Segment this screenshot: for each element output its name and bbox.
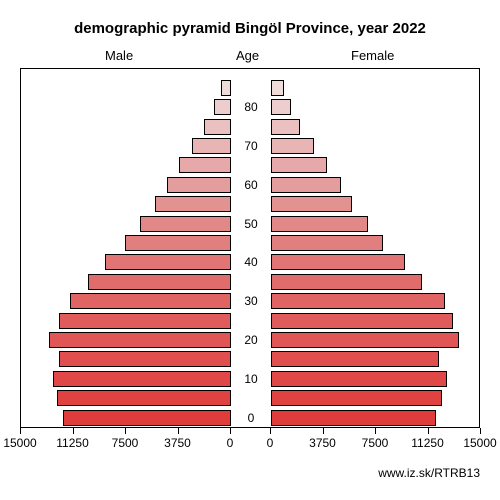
female-bar <box>271 216 368 232</box>
x-tick-label: 0 <box>227 436 234 450</box>
male-bar <box>70 293 231 309</box>
x-tick-label: 3750 <box>309 436 336 450</box>
female-bar <box>271 138 314 154</box>
x-axis: 00375037507500750011250112501500015000 <box>20 428 480 458</box>
male-bar <box>125 235 231 251</box>
female-bar <box>271 254 405 270</box>
source-url: www.iz.sk/RTRB13 <box>378 466 480 480</box>
female-bar <box>271 235 383 251</box>
age-tick-label: 0 <box>231 412 271 424</box>
age-tick-label: 30 <box>231 295 271 307</box>
x-tick <box>73 428 74 434</box>
male-bar <box>105 254 231 270</box>
female-bar <box>271 99 291 115</box>
pyramid-chart: demographic pyramid Bingöl Province, yea… <box>20 20 480 480</box>
age-tick-label: 70 <box>231 140 271 152</box>
female-bar <box>271 390 442 406</box>
female-bar <box>271 371 447 387</box>
x-tick <box>125 428 126 434</box>
x-tick <box>270 428 271 434</box>
female-bar <box>271 119 300 135</box>
age-column-label: Age <box>236 48 259 63</box>
x-tick-label: 7500 <box>112 436 139 450</box>
age-tick-label: 10 <box>231 373 271 385</box>
male-bar <box>214 99 231 115</box>
male-bar <box>59 313 231 329</box>
x-tick <box>178 428 179 434</box>
male-bars <box>21 69 231 427</box>
male-bar <box>192 138 231 154</box>
age-tick-label: 20 <box>231 334 271 346</box>
female-bar <box>271 157 327 173</box>
female-bar <box>271 332 459 348</box>
age-tick-label: 40 <box>231 256 271 268</box>
female-bar <box>271 196 352 212</box>
age-axis: 0 10 20 30 40 50 60 70 80 <box>231 69 271 427</box>
x-tick-label: 15000 <box>3 436 36 450</box>
chart-title: demographic pyramid Bingöl Province, yea… <box>20 20 480 37</box>
female-bar <box>271 313 453 329</box>
age-tick-label: 60 <box>231 179 271 191</box>
male-bar <box>140 216 231 232</box>
male-bar <box>49 332 231 348</box>
female-column-label: Female <box>351 48 394 63</box>
female-bar <box>271 293 445 309</box>
male-bar <box>88 274 231 290</box>
male-bar <box>59 351 231 367</box>
male-bar <box>63 410 231 426</box>
female-bars <box>271 69 481 427</box>
plot-area: 0 10 20 30 40 50 60 70 80 <box>20 68 480 428</box>
x-tick <box>20 428 21 434</box>
male-bar <box>57 390 231 406</box>
x-tick-label: 11250 <box>411 436 443 450</box>
x-tick-label: 3750 <box>164 436 191 450</box>
age-tick-label: 50 <box>231 218 271 230</box>
x-tick <box>375 428 376 434</box>
male-bar <box>204 119 231 135</box>
x-tick-label: 7500 <box>362 436 389 450</box>
male-bar <box>221 80 231 96</box>
female-bar <box>271 351 439 367</box>
female-bar <box>271 274 422 290</box>
female-bar <box>271 80 284 96</box>
age-tick-label: 80 <box>231 101 271 113</box>
x-tick-label: 15000 <box>463 436 496 450</box>
male-bar <box>53 371 231 387</box>
male-bar <box>167 177 231 193</box>
male-column-label: Male <box>105 48 133 63</box>
x-tick <box>323 428 324 434</box>
female-bar <box>271 177 341 193</box>
x-tick-label: 0 <box>267 436 274 450</box>
male-bar <box>179 157 231 173</box>
male-bar <box>155 196 231 212</box>
x-tick <box>230 428 231 434</box>
x-tick <box>428 428 429 434</box>
x-tick-label: 11250 <box>56 436 88 450</box>
x-tick <box>480 428 481 434</box>
female-bar <box>271 410 436 426</box>
